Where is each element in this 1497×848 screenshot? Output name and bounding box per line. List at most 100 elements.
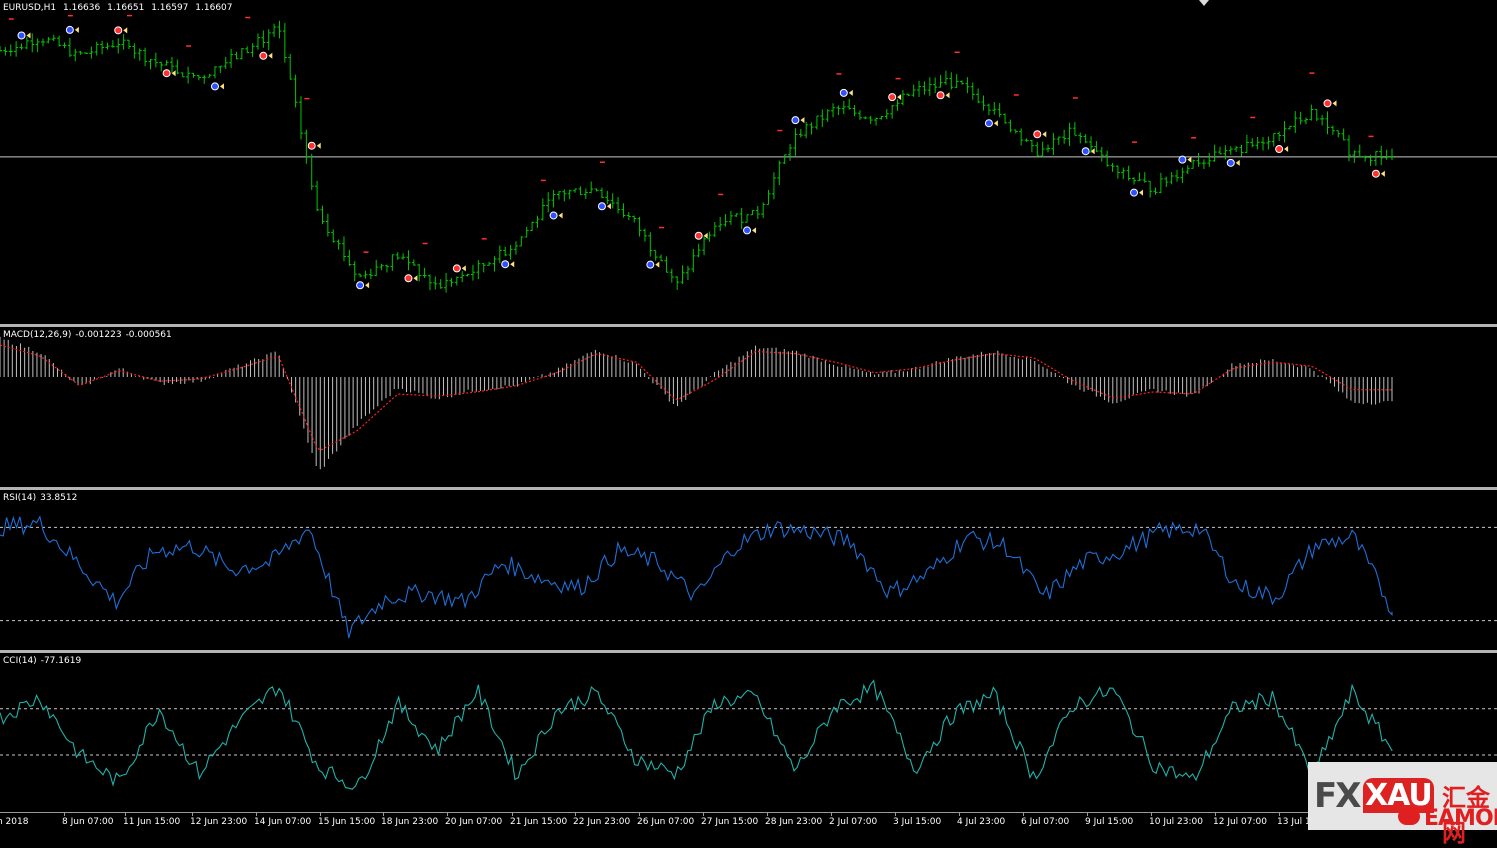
- signal-arrow-icon: [1226, 158, 1235, 167]
- time-axis-label: 3 Jul 15:00: [893, 817, 942, 827]
- time-axis-label: 26 Jun 07:00: [637, 817, 695, 827]
- cci-pane[interactable]: CCI(14) -77.1619: [0, 653, 1497, 812]
- signal-arrow-icon: [1033, 130, 1042, 139]
- cci-chart-svg[interactable]: [0, 653, 1497, 812]
- signal-arrow-icon: [646, 260, 655, 269]
- macd-info-label: MACD(12,26,9) -0.001223 -0.000561: [3, 330, 176, 340]
- time-axis-tick: [767, 813, 768, 816]
- macd-main-value: -0.001223: [75, 330, 122, 340]
- cci-info-label: CCI(14) -77.1619: [3, 656, 85, 666]
- time-axis-label: 4 Jul 23:00: [957, 817, 1006, 827]
- signal-pointer-icon: [1235, 159, 1240, 166]
- cci-value: -77.1619: [40, 656, 82, 666]
- signal-arrow-icon: [936, 91, 945, 100]
- watermark-brand-b: XAU: [1363, 778, 1434, 813]
- time-axis-label: 13 Jul 15:00: [1277, 817, 1331, 827]
- signal-pointer-icon: [365, 282, 370, 289]
- rsi-chart-svg[interactable]: [0, 490, 1497, 650]
- signal-arrow-icon: [17, 31, 26, 40]
- signal-arrow-icon: [888, 93, 897, 102]
- rsi-name: RSI(14): [3, 493, 37, 503]
- macd-pane[interactable]: MACD(12,26,9) -0.001223 -0.000561: [0, 327, 1497, 487]
- signal-pointer-icon: [1042, 131, 1047, 138]
- rsi-value: 33.8512: [40, 493, 78, 503]
- signal-arrow-icon: [839, 88, 848, 97]
- signal-arrow-icon: [1371, 169, 1380, 178]
- signal-pointer-icon: [606, 203, 611, 210]
- signal-arrow-icon: [162, 69, 171, 78]
- time-axis-tick: [1023, 813, 1024, 816]
- time-axis-label: 12 Jun 23:00: [190, 817, 248, 827]
- time-axis-tick: [447, 813, 448, 816]
- symbol-high: 1.16651: [107, 3, 145, 13]
- signal-arrow-icon: [210, 82, 219, 91]
- signal-arrow-icon: [114, 26, 123, 35]
- macd-signal-line: [0, 344, 1392, 452]
- time-axis-label: 8 Jun 07:00: [62, 817, 114, 827]
- time-axis-tick: [575, 813, 576, 816]
- price-chart-pane[interactable]: EURUSD,H1 1.16636 1.16651 1.16597 1.1660…: [0, 0, 1497, 324]
- time-axis-label: 11 Jun 15:00: [123, 817, 181, 827]
- time-axis-tick: [125, 813, 126, 816]
- time-axis-label: 9 Jul 15:00: [1085, 817, 1134, 827]
- signal-pointer-icon: [219, 83, 224, 90]
- pane-separator[interactable]: [0, 487, 1497, 490]
- signal-pointer-icon: [461, 265, 466, 272]
- time-axis-label: 6 Jun 2018: [0, 817, 29, 827]
- time-axis-tick: [383, 813, 384, 816]
- symbol-open: 1.16636: [63, 3, 101, 13]
- time-axis-tick: [1151, 813, 1152, 816]
- time-axis-label: 12 Jul 07:00: [1213, 817, 1267, 827]
- time-axis-label: 6 Jul 07:00: [1021, 817, 1070, 827]
- signal-arrow-icon: [597, 202, 606, 211]
- signal-pointer-icon: [316, 142, 321, 149]
- macd-chart-svg[interactable]: [0, 327, 1497, 487]
- time-axis[interactable]: 6 Jun 2018 8 Jun 07:00 11 Jun 15:00 12 Jun …: [0, 812, 1497, 831]
- time-axis-tick: [64, 813, 65, 816]
- time-axis-tick: [1279, 813, 1280, 816]
- signal-pointer-icon: [1187, 156, 1192, 163]
- watermark-latin: EAMOL: [1424, 806, 1497, 831]
- symbol-name: EURUSD,H1: [3, 3, 57, 13]
- macd-name: MACD(12,26,9): [3, 330, 72, 340]
- signal-pointer-icon: [752, 227, 757, 234]
- time-axis-label: 20 Jun 07:00: [445, 817, 503, 827]
- signal-pointer-icon: [558, 212, 563, 219]
- pane-separator[interactable]: [0, 324, 1497, 327]
- time-axis-tick: [959, 813, 960, 816]
- time-axis-label: 28 Jun 23:00: [765, 817, 823, 827]
- pane-separator[interactable]: [0, 650, 1497, 653]
- rsi-line: [0, 515, 1393, 639]
- signal-pointer-icon: [1090, 148, 1095, 155]
- signal-arrow-icon: [501, 260, 510, 269]
- signal-arrow-icon: [791, 116, 800, 125]
- time-axis-label: 21 Jun 15:00: [510, 817, 568, 827]
- signal-pointer-icon: [123, 27, 128, 34]
- rsi-pane[interactable]: RSI(14) 33.8512: [0, 490, 1497, 650]
- price-chart-svg[interactable]: [0, 0, 1497, 324]
- time-axis-tick: [703, 813, 704, 816]
- chart-shift-marker-icon[interactable]: [1199, 0, 1209, 6]
- time-axis-label: 14 Jun 07:00: [254, 817, 312, 827]
- signal-pointer-icon: [1332, 100, 1337, 107]
- signal-pointer-icon: [993, 120, 998, 127]
- signal-pointer-icon: [703, 232, 708, 239]
- signal-pointer-icon: [848, 89, 853, 96]
- signal-pointer-icon: [1284, 146, 1289, 153]
- time-axis-label: 2 Jul 07:00: [829, 817, 878, 827]
- signal-pointer-icon: [800, 117, 805, 124]
- watermark-logo: FX XAU 汇金网 EAMOL: [1308, 762, 1497, 847]
- time-axis-tick: [512, 813, 513, 816]
- signal-arrow-icon: [743, 226, 752, 235]
- time-axis-tick: [1215, 813, 1216, 816]
- time-axis-tick: [320, 813, 321, 816]
- cci-line: [0, 679, 1393, 790]
- signal-pointer-icon: [945, 92, 950, 99]
- time-axis-tick: [831, 813, 832, 816]
- signal-pointer-icon: [26, 32, 31, 39]
- time-axis-label: 22 Jun 23:00: [573, 817, 631, 827]
- watermark-brand-a: FX: [1314, 776, 1361, 816]
- signal-pointer-icon: [1139, 189, 1144, 196]
- time-axis-label: 27 Jun 15:00: [701, 817, 759, 827]
- signal-pointer-icon: [897, 94, 902, 101]
